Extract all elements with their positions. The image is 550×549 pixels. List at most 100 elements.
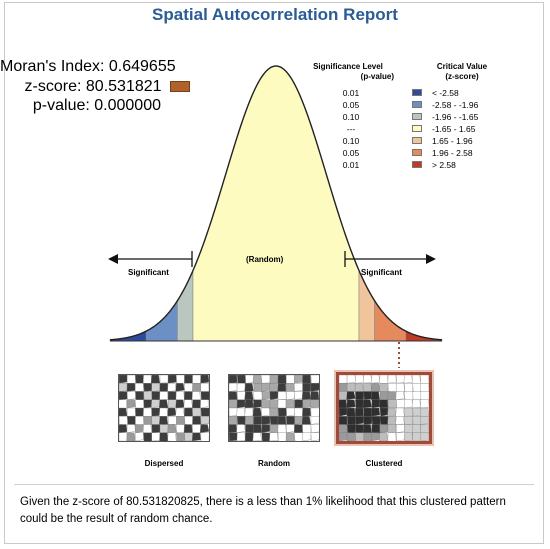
map-polygon xyxy=(244,432,254,441)
map-polygon xyxy=(135,391,145,402)
map-polygon xyxy=(167,416,177,425)
map-polygon xyxy=(150,375,161,384)
map-polygon xyxy=(244,416,254,426)
map-polygon xyxy=(362,383,372,392)
map-polygon xyxy=(159,432,169,441)
map-polygon xyxy=(183,399,193,409)
map-polygon xyxy=(420,407,429,417)
map-polygon xyxy=(126,383,136,392)
z-score-label: z-score: xyxy=(24,78,82,95)
map-polygon xyxy=(269,383,279,392)
map-polygon xyxy=(252,432,262,441)
legend-sig-value: 0.10 xyxy=(342,112,360,122)
map-polygon xyxy=(387,375,397,384)
map-polygon xyxy=(339,375,348,384)
morans-index-row: Moran's Index: 0.649655 xyxy=(0,58,176,76)
map-polygon xyxy=(151,383,161,392)
map-polygon xyxy=(403,399,413,409)
map-polygon xyxy=(302,399,313,409)
map-polygon xyxy=(151,432,161,441)
map-polygon xyxy=(167,391,177,401)
map-polygon xyxy=(370,391,381,401)
normal-curve-chart xyxy=(108,65,443,368)
legend-crit-value: -1.65 - 1.65 xyxy=(432,124,476,134)
map-polygon xyxy=(236,407,246,417)
map-polygon xyxy=(355,432,365,441)
clustered-map xyxy=(336,372,432,444)
map-polygon xyxy=(396,399,406,409)
map-polygon xyxy=(387,432,397,441)
curve-segment xyxy=(192,65,360,342)
random-map xyxy=(228,374,320,442)
map-polygon xyxy=(411,399,422,409)
map-polygon xyxy=(339,383,348,393)
map-polygon xyxy=(371,407,381,417)
dispersed-map xyxy=(118,374,210,442)
map-polygon xyxy=(151,424,161,433)
map-polygon xyxy=(134,383,144,392)
map-polygon xyxy=(192,383,202,392)
map-polygon xyxy=(261,375,271,384)
map-polygon xyxy=(286,416,296,426)
map-polygon xyxy=(387,383,398,393)
map-polygon xyxy=(396,432,406,441)
legend-swatch xyxy=(412,125,422,132)
map-polygon xyxy=(346,399,356,409)
map-polygon xyxy=(339,416,348,426)
map-polygon xyxy=(379,375,389,384)
map-polygon xyxy=(339,399,348,409)
map-polygon xyxy=(301,391,312,400)
map-polygon xyxy=(269,424,279,434)
map-polygon xyxy=(302,424,312,434)
legend-crit-header: Critical Value (z-score) xyxy=(432,62,492,82)
map-polygon xyxy=(285,432,295,441)
map-polygon xyxy=(167,424,177,433)
map-polygon xyxy=(294,399,304,409)
map-polygon xyxy=(302,383,311,392)
p-value-label: p-value: xyxy=(32,97,90,114)
map-polygon xyxy=(269,375,279,384)
curve-segment xyxy=(358,270,375,342)
map-polygon xyxy=(420,375,429,384)
map-polygon xyxy=(310,391,319,400)
map-polygon xyxy=(354,407,364,417)
map-polygon xyxy=(229,416,238,426)
map-polygon xyxy=(310,416,319,425)
map-polygon xyxy=(135,432,144,441)
legend-sig-value: 0.10 xyxy=(342,136,360,146)
legend-crit-header-line1: Critical Value xyxy=(436,62,488,71)
map-polygon xyxy=(192,432,202,441)
map-polygon xyxy=(310,399,319,409)
map-polygon xyxy=(420,432,429,441)
map-polygon xyxy=(395,416,405,425)
map-polygon xyxy=(126,399,136,409)
map-polygon xyxy=(269,399,279,410)
map-polygon xyxy=(175,407,185,417)
map-polygon xyxy=(200,399,209,409)
map-polygon xyxy=(135,424,144,433)
map-polygon xyxy=(192,375,201,384)
map-polygon xyxy=(119,407,128,417)
map-polygon xyxy=(200,375,209,384)
map-polygon xyxy=(200,383,209,393)
map-polygon xyxy=(119,391,128,400)
map-polygon xyxy=(339,407,348,417)
map-polygon xyxy=(159,391,169,400)
map-polygon xyxy=(412,391,422,400)
map-polygon xyxy=(119,383,128,392)
legend-swatch xyxy=(412,101,422,108)
map-polygon xyxy=(200,432,209,441)
map-polygon xyxy=(387,399,397,409)
map-polygon xyxy=(159,424,169,433)
map-polygon xyxy=(183,424,193,433)
map-polygon xyxy=(346,375,356,384)
conclusion-text: Given the z-score of 80.531820825, there… xyxy=(20,496,506,525)
map-polygon xyxy=(404,416,414,425)
map-polygon xyxy=(151,407,161,417)
map-polygon xyxy=(355,416,365,425)
map-polygon xyxy=(184,391,193,401)
map-polygon xyxy=(261,391,272,400)
legend-crit-header-line2: (z-score) xyxy=(445,72,479,81)
map-polygon xyxy=(261,432,272,441)
map-polygon xyxy=(135,416,144,426)
